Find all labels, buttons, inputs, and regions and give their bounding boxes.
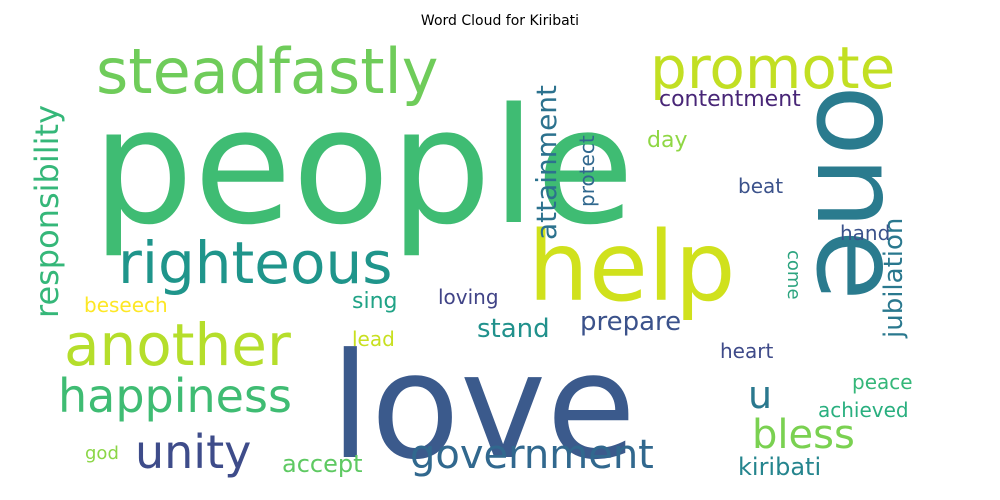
word-beat: beat: [738, 174, 783, 198]
word-stand: stand: [477, 314, 550, 344]
word-u: u: [748, 373, 772, 417]
word-one: one: [790, 85, 925, 301]
word-hand: hand: [840, 221, 890, 245]
word-unity: unity: [135, 425, 251, 479]
word-love: love: [330, 322, 636, 492]
word-righteous: righteous: [118, 229, 392, 297]
word-day: day: [647, 128, 687, 153]
word-achieved: achieved: [818, 398, 909, 422]
word-protect: protect: [575, 135, 599, 207]
word-government: government: [410, 432, 654, 478]
word-bless: bless: [752, 412, 855, 458]
word-kiribati: kiribati: [738, 453, 821, 481]
word-steadfastly: steadfastly: [96, 35, 438, 108]
word-prepare: prepare: [580, 307, 681, 337]
word-accept: accept: [282, 450, 363, 478]
word-sing: sing: [352, 289, 397, 314]
word-peace: peace: [852, 370, 913, 394]
word-help: help: [528, 211, 736, 323]
word-jubilation: jubilation: [879, 218, 909, 339]
chart-title: Word Cloud for Kiribati: [420, 13, 580, 29]
word-heart: heart: [720, 339, 773, 363]
word-promote: promote: [650, 34, 895, 102]
word-lead: lead: [352, 327, 395, 351]
word-beseech: beseech: [84, 293, 168, 317]
word-attainment: attainment: [530, 85, 563, 240]
word-responsibility: responsibility: [28, 105, 66, 318]
word-happiness: happiness: [58, 369, 292, 423]
word-contentment: contentment: [659, 87, 801, 112]
word-another: another: [64, 311, 291, 379]
word-come: come: [783, 250, 804, 300]
word-people: people: [92, 73, 634, 260]
word-loving: loving: [438, 285, 499, 309]
word-god: god: [85, 443, 119, 464]
